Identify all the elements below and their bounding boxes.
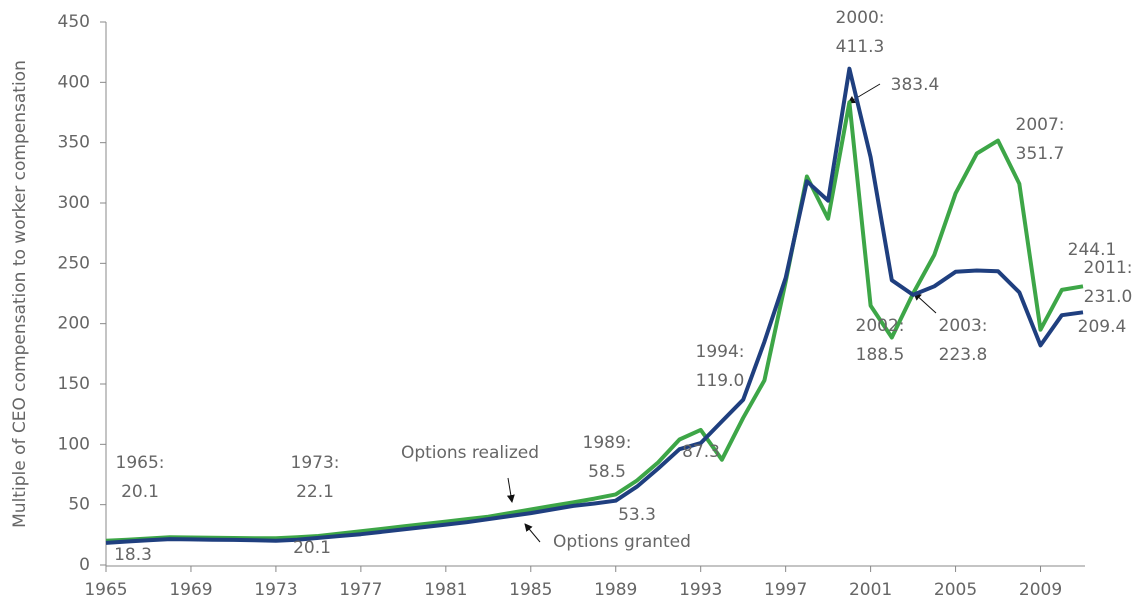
annotation: 53.3 [618, 505, 656, 525]
series-label: Options granted [553, 532, 691, 552]
y-tick-label: 200 [58, 314, 90, 334]
annotation: 20.1 [121, 482, 159, 502]
y-tick-label: 100 [58, 434, 90, 454]
y-tick-label: 350 [58, 133, 90, 153]
annotation: 87.3 [682, 442, 720, 462]
x-tick-label: 2005 [934, 580, 977, 600]
y-tick-label: 400 [58, 72, 90, 92]
annotation: 209.4 [1078, 317, 1127, 337]
x-tick-label: 1985 [509, 580, 552, 600]
annotation: 2002: [856, 316, 905, 336]
x-tick-label: 2009 [1019, 580, 1062, 600]
annotation: 22.1 [296, 482, 334, 502]
y-tick-label: 300 [58, 193, 90, 213]
y-axis-label: Multiple of CEO compensation to worker c… [10, 60, 30, 528]
x-tick-label: 1973 [254, 580, 297, 600]
annotation: 20.1 [293, 538, 331, 558]
y-tick-label: 50 [68, 495, 90, 515]
x-tick-label: 1965 [84, 580, 127, 600]
y-tick-label: 150 [58, 374, 90, 394]
annotation: 119.0 [696, 371, 745, 391]
annotation: 244.1 [1068, 240, 1117, 260]
line [105, 100, 1084, 543]
x-tick-label: 1977 [339, 580, 382, 600]
annotation: 223.8 [939, 345, 988, 365]
annotation: 1965: [116, 453, 165, 473]
annotation: 2007: [1016, 115, 1065, 135]
annotation: 18.3 [114, 545, 152, 565]
annotation: 2003: [939, 316, 988, 336]
annotation: 188.5 [856, 345, 905, 365]
y-tick-label: 450 [58, 12, 90, 32]
y-tick-label: 250 [58, 253, 90, 273]
x-tick-label: 1993 [679, 580, 722, 600]
annotation: 351.7 [1016, 144, 1065, 164]
annotation: 58.5 [588, 462, 626, 482]
annotation: 1973: [291, 453, 340, 473]
series-label: Options realized [401, 443, 539, 463]
x-tick-label: 1969 [169, 580, 212, 600]
x-tick-label: 1989 [594, 580, 637, 600]
arrow [913, 292, 937, 314]
annotation: 1994: [696, 342, 745, 362]
x-tick-label: 1997 [764, 580, 807, 600]
arrow [506, 477, 515, 503]
arrow [524, 523, 541, 543]
annotation: 411.3 [836, 37, 885, 57]
annotation: 383.4 [891, 75, 940, 95]
annotation: 1989: [583, 433, 632, 453]
arrow [847, 83, 881, 104]
x-tick-label: 2001 [849, 580, 892, 600]
y-tick-label: 0 [79, 555, 90, 575]
line [105, 66, 1084, 545]
annotation: 231.0 [1084, 287, 1133, 307]
x-tick-label: 1981 [424, 580, 467, 600]
annotation: 2011: [1084, 258, 1133, 278]
annotation: 2000: [836, 8, 885, 28]
